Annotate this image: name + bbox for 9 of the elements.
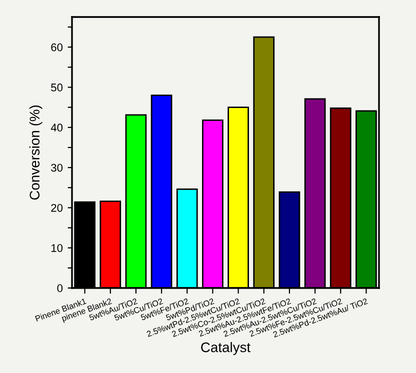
x-axis-title: Catalyst (201, 342, 250, 355)
y-tick-label: 0 (57, 284, 63, 292)
y-tick-label: 40 (50, 124, 63, 132)
y-axis-title: Conversion (%) (29, 106, 42, 200)
y-tick-label: 60 (51, 43, 63, 52)
y-tick-label: 20 (51, 204, 63, 212)
y-tick-label: 30 (51, 164, 63, 172)
y-tick-label: 50 (51, 84, 63, 92)
y-tick-label: 10 (51, 244, 63, 252)
